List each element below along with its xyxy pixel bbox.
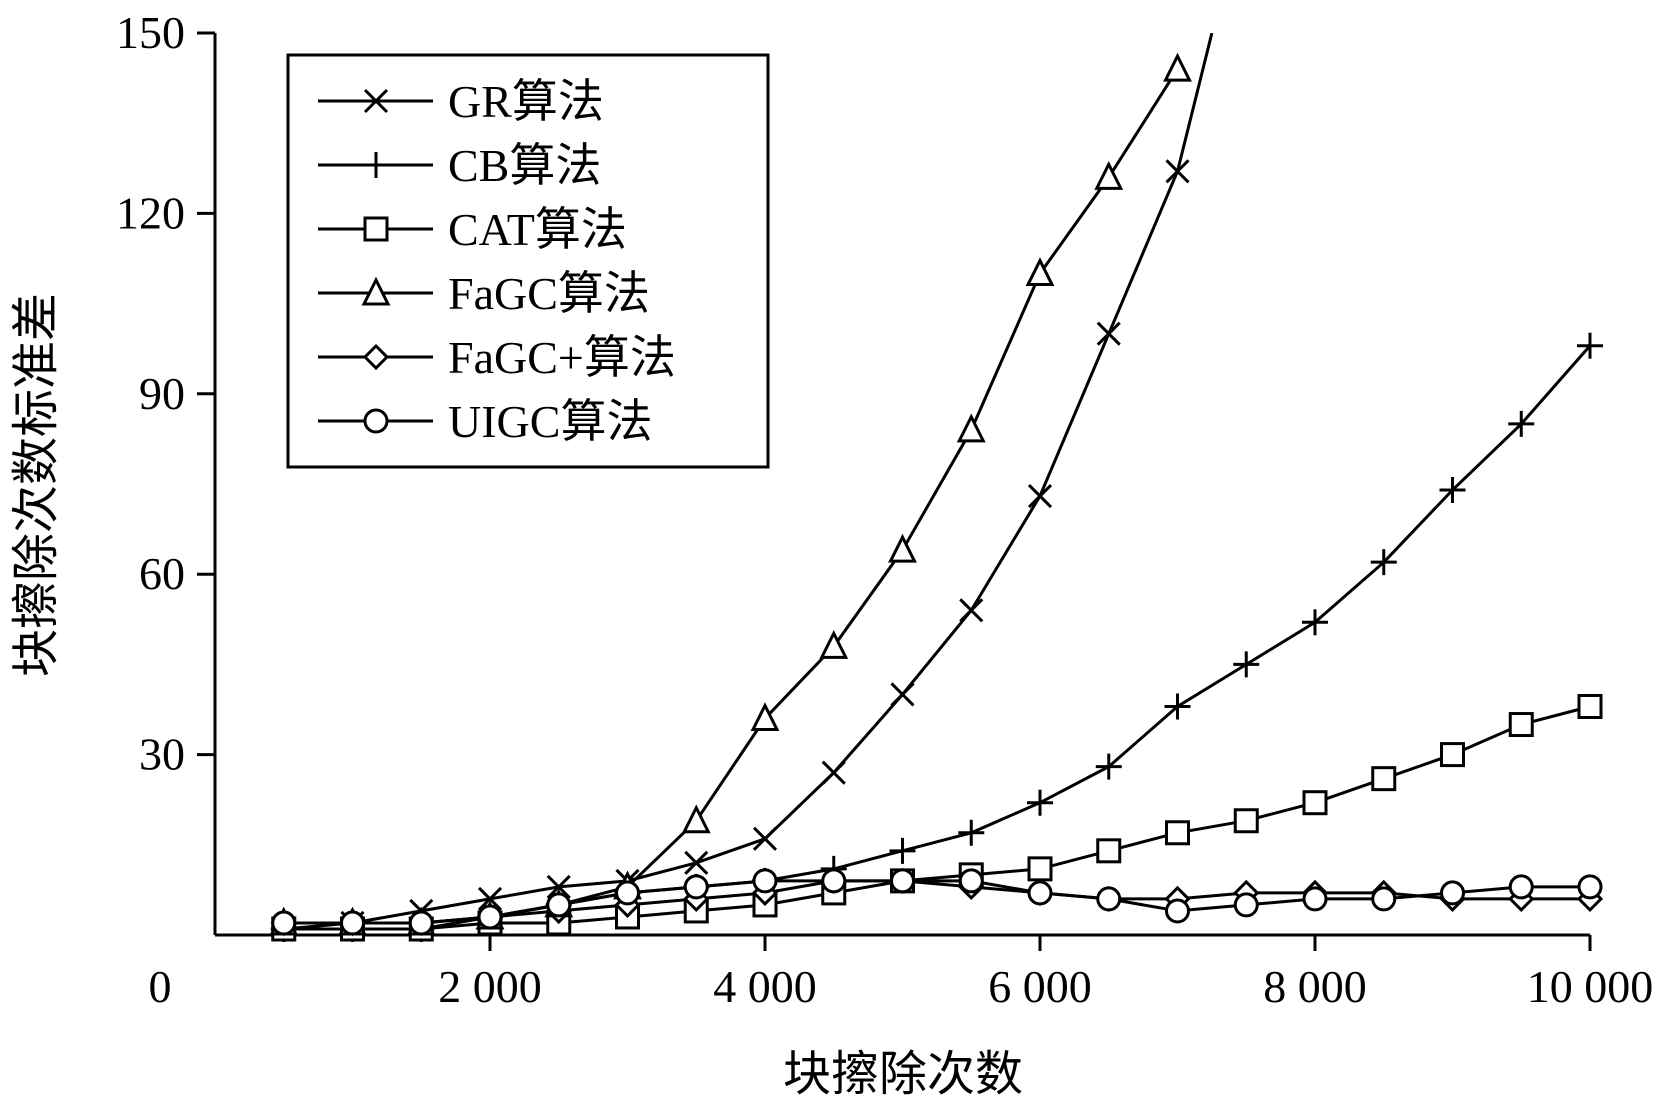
data-point bbox=[958, 868, 984, 894]
data-point bbox=[1577, 332, 1603, 359]
axes: 30 60 90 120 150 2 000 4 000 6 000 8 000 10 000 bbox=[116, 7, 1653, 1012]
data-point bbox=[1302, 790, 1328, 816]
legend-marker bbox=[363, 408, 389, 434]
data-point bbox=[1027, 789, 1053, 816]
data-point bbox=[1165, 898, 1190, 924]
data-point bbox=[1164, 693, 1191, 720]
data-point bbox=[1095, 753, 1122, 780]
data-point bbox=[1233, 892, 1259, 918]
data-point bbox=[1371, 766, 1397, 792]
data-point bbox=[819, 630, 849, 659]
data-point bbox=[683, 874, 709, 900]
data-point bbox=[1025, 257, 1055, 287]
data-point bbox=[1371, 886, 1397, 912]
data-point bbox=[958, 819, 985, 846]
data-point bbox=[1440, 880, 1465, 906]
legend-label: FaGC+算法 bbox=[448, 332, 676, 383]
y-tick-label: 90 bbox=[139, 368, 185, 419]
data-point bbox=[546, 874, 571, 899]
x-axis-title: 块擦除次数 bbox=[783, 1046, 1023, 1102]
data-point bbox=[271, 910, 297, 936]
data-point bbox=[1302, 609, 1328, 636]
data-point bbox=[340, 910, 365, 936]
data-point bbox=[821, 868, 847, 894]
data-point bbox=[959, 598, 984, 623]
data-point bbox=[1440, 742, 1465, 768]
legend-marker bbox=[363, 216, 389, 242]
data-point bbox=[681, 804, 711, 834]
data-point bbox=[546, 892, 572, 918]
data-point bbox=[1096, 321, 1121, 346]
y-axis-title: 块擦除次数标准差 bbox=[8, 293, 64, 677]
y-tick-label: 30 bbox=[139, 729, 185, 780]
data-point bbox=[1577, 874, 1603, 900]
data-point bbox=[615, 880, 640, 906]
data-point bbox=[1577, 693, 1603, 719]
legend-entry: UIGC算法 bbox=[318, 396, 652, 447]
data-point bbox=[1508, 410, 1535, 437]
data-point bbox=[752, 868, 778, 894]
data-point bbox=[408, 910, 434, 936]
data-point bbox=[889, 837, 916, 864]
data-point bbox=[1163, 52, 1192, 82]
data-point bbox=[684, 850, 709, 875]
x-tick-label: 2 000 bbox=[438, 961, 542, 1012]
legend-entry: FaGC+算法 bbox=[318, 332, 676, 383]
data-point bbox=[1096, 886, 1122, 912]
data-point bbox=[1439, 477, 1466, 504]
x-tick-label: 4 000 bbox=[713, 961, 817, 1012]
data-point bbox=[1027, 880, 1053, 906]
x-tick-label: 6 000 bbox=[988, 961, 1092, 1012]
data-point bbox=[477, 886, 503, 911]
data-point bbox=[956, 413, 986, 443]
data-point bbox=[1233, 808, 1259, 834]
data-point bbox=[752, 826, 778, 851]
legend-label: CAT算法 bbox=[448, 204, 627, 255]
data-point bbox=[821, 760, 846, 785]
data-point bbox=[477, 904, 503, 930]
data-point bbox=[1027, 483, 1053, 509]
data-point bbox=[1096, 838, 1122, 864]
data-point bbox=[890, 868, 915, 894]
legend-marker bbox=[362, 343, 390, 371]
x-origin-label: 0 bbox=[149, 961, 172, 1012]
data-point bbox=[888, 533, 917, 563]
legend-entry: CB算法 bbox=[318, 140, 601, 191]
legend-label: UIGC算法 bbox=[448, 396, 652, 447]
data-point bbox=[1370, 549, 1397, 576]
data-point bbox=[1094, 160, 1124, 190]
x-tick-label: 10 000 bbox=[1527, 961, 1654, 1012]
legend-entry: GR算法 bbox=[318, 76, 604, 127]
y-tick-label: 150 bbox=[116, 7, 185, 58]
legend-entry: FaGC算法 bbox=[318, 268, 650, 319]
legend-box bbox=[286, 53, 770, 469]
legend-entry: CAT算法 bbox=[318, 204, 627, 255]
data-point bbox=[1302, 886, 1328, 912]
data-point bbox=[1027, 856, 1053, 882]
data-point bbox=[890, 682, 915, 707]
x-tick-label: 8 000 bbox=[1263, 961, 1367, 1012]
series-circle bbox=[271, 868, 1603, 936]
data-point bbox=[1165, 159, 1190, 184]
legend-marker bbox=[361, 276, 391, 306]
legend-marker bbox=[363, 152, 389, 178]
data-point bbox=[1508, 712, 1534, 738]
series-layer bbox=[269, 33, 1604, 942]
legend-marker bbox=[363, 88, 389, 114]
legend-label: GR算法 bbox=[448, 76, 604, 127]
data-point bbox=[1233, 651, 1260, 678]
data-point bbox=[1165, 820, 1190, 846]
data-point bbox=[1508, 874, 1534, 900]
y-tick-label: 60 bbox=[139, 548, 185, 599]
data-point bbox=[750, 702, 780, 732]
y-tick-label: 120 bbox=[116, 187, 185, 238]
legend-label: CB算法 bbox=[448, 140, 601, 191]
legend-label: FaGC算法 bbox=[448, 268, 650, 319]
legend: GR算法 CB算法 CAT算法 FaGC算法 FaGC+算法 UIGC算法 bbox=[286, 53, 770, 469]
